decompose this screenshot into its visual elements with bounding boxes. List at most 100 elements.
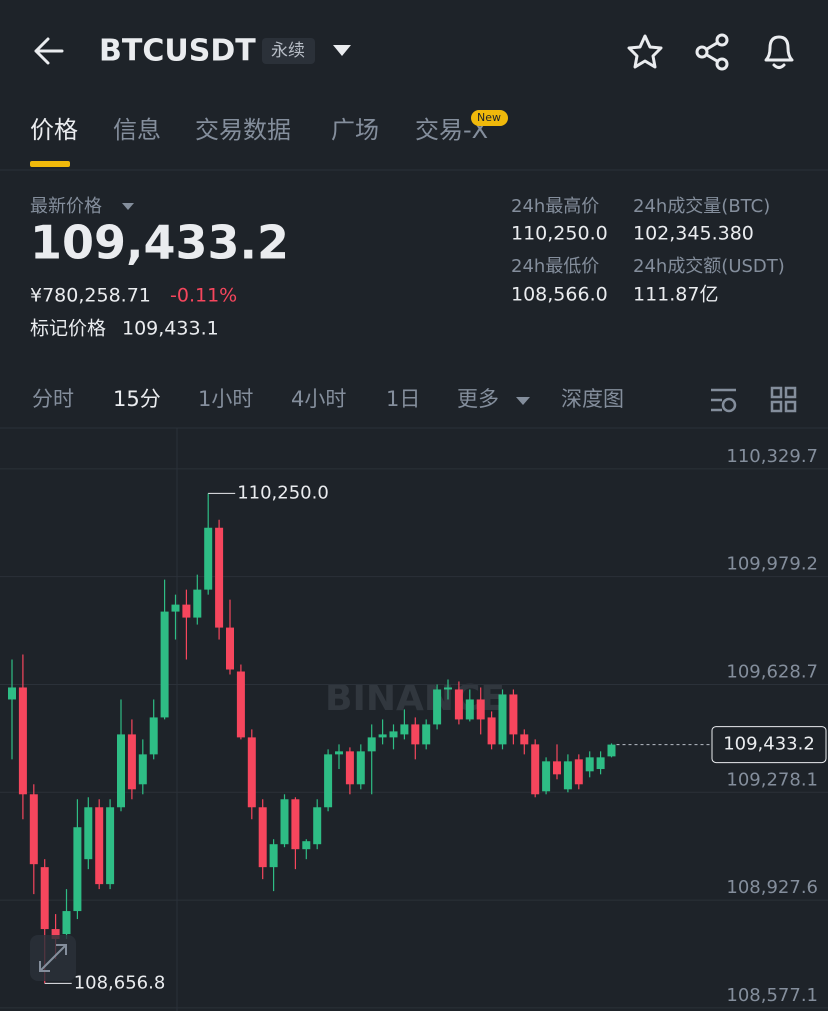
last-price-label: 最新价格 <box>30 196 102 217</box>
candle-body <box>607 744 616 757</box>
candle-body <box>8 687 16 700</box>
candle-body <box>389 731 398 738</box>
candle-body <box>204 527 213 590</box>
candle-body <box>302 841 311 850</box>
candle-body <box>160 611 169 718</box>
contract-type: 永续 <box>271 41 305 61</box>
contract-badge <box>262 38 315 64</box>
candle-body <box>258 807 267 868</box>
stat-label: 24h成交额(USDT) <box>633 256 785 277</box>
candle-body <box>193 589 202 618</box>
interval-option[interactable]: 4小时 <box>291 387 346 411</box>
stat-value: 111.87亿 <box>633 284 718 306</box>
interval-option[interactable]: 1小时 <box>198 387 253 411</box>
symbol: BTCUSDT <box>99 34 256 69</box>
candle-body <box>487 717 496 745</box>
alert-icon[interactable] <box>764 35 794 69</box>
stat-label: 24h最高价 <box>511 196 599 217</box>
candle-body <box>106 807 115 885</box>
active-tab-indicator <box>30 161 70 167</box>
candle-body <box>95 807 104 885</box>
new-badge <box>471 110 508 126</box>
candle-body <box>542 761 551 792</box>
last-price-label: 109,433.2 <box>723 734 815 755</box>
candle-body <box>563 761 572 790</box>
candle-body <box>498 694 507 745</box>
y-tick-label: 108,927.6 <box>726 877 818 898</box>
candle-body <box>509 694 518 735</box>
candle-body <box>411 724 420 745</box>
candle-body <box>367 737 376 752</box>
tab[interactable]: 广场 <box>331 116 379 144</box>
interval-option[interactable]: 分时 <box>32 387 74 411</box>
candle-body <box>553 761 561 775</box>
cny-price: ¥780,258.71 <box>30 285 151 307</box>
candle-body <box>520 734 529 745</box>
interval-option[interactable]: 15分 <box>113 387 161 411</box>
candle-body <box>138 754 147 785</box>
candle-body <box>171 604 180 612</box>
new-badge-text: New <box>477 111 501 124</box>
symbol-dropdown[interactable] <box>333 45 351 56</box>
candle-body <box>345 751 354 785</box>
candle-body <box>335 751 343 755</box>
tab[interactable]: 交易数据 <box>195 116 291 144</box>
stat-label: 24h成交量(BTC) <box>633 196 770 217</box>
tab[interactable]: 信息 <box>113 116 161 144</box>
last-price-box <box>711 726 827 764</box>
y-tick-label: 109,628.7 <box>726 661 818 682</box>
candle-body <box>18 687 27 795</box>
stat-value: 108,566.0 <box>511 284 608 306</box>
candle-body <box>247 737 256 808</box>
interval-option[interactable]: 深度图 <box>561 387 624 411</box>
candle-body <box>378 734 387 738</box>
candle-body <box>356 751 365 785</box>
stat-label: 24h最低价 <box>511 256 599 277</box>
candle-body <box>51 929 60 940</box>
candle-body <box>149 717 158 755</box>
indicator-settings-icon[interactable] <box>711 388 737 413</box>
candle-body <box>313 807 322 845</box>
candle-body <box>444 687 452 690</box>
candle-body <box>585 757 594 772</box>
candle-body <box>127 734 136 790</box>
candle-body <box>291 799 300 850</box>
last-price: 109,433.2 <box>30 216 289 270</box>
back-button[interactable] <box>34 37 64 65</box>
candle-body <box>574 759 583 785</box>
candle-body <box>454 689 463 720</box>
y-tick-label: 109,979.2 <box>726 554 818 575</box>
stat-value: 102,345.380 <box>633 223 754 245</box>
candle-body <box>226 627 234 670</box>
tab[interactable]: 价格 <box>30 116 78 144</box>
interval-option[interactable]: 1日 <box>386 387 420 411</box>
candle-body <box>280 799 289 845</box>
candle-body <box>433 689 442 725</box>
favorite-icon[interactable] <box>627 34 663 69</box>
candle-body <box>73 827 82 912</box>
price-dropdown[interactable] <box>122 203 134 210</box>
price-change: -0.11% <box>170 285 237 307</box>
candle-body <box>465 699 474 720</box>
more-dropdown[interactable] <box>516 397 530 405</box>
candle-body <box>400 724 409 735</box>
extreme-label: 108,656.8 <box>74 972 166 993</box>
candle-body <box>84 807 93 860</box>
mark-price-label: 标记价格 <box>30 318 106 340</box>
candle-body <box>182 604 191 618</box>
candle-body <box>236 671 245 738</box>
candle-body <box>117 734 125 808</box>
candle-body <box>596 757 605 770</box>
stat-value: 110,250.0 <box>511 223 608 245</box>
candle-body <box>62 911 71 935</box>
candle-body <box>476 699 485 720</box>
y-tick-label: 110,329.7 <box>726 446 818 467</box>
fullscreen-button[interactable] <box>30 935 76 981</box>
candle-body <box>40 867 49 930</box>
candle-body <box>531 744 540 795</box>
interval-option[interactable]: 更多 <box>457 387 499 411</box>
layout-icon[interactable] <box>770 386 797 413</box>
share-icon[interactable] <box>695 33 729 71</box>
